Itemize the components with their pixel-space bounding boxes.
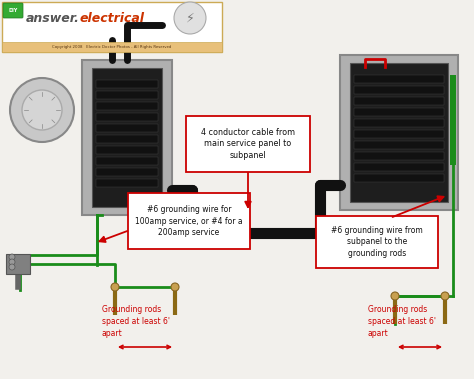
Bar (96, 135, 158, 143)
Bar (450, 75, 456, 165)
Text: answer.: answer. (26, 13, 80, 25)
Circle shape (9, 259, 15, 265)
FancyBboxPatch shape (2, 2, 222, 52)
Circle shape (22, 90, 62, 130)
Circle shape (9, 254, 15, 260)
Circle shape (171, 283, 179, 291)
Text: ⚡: ⚡ (186, 11, 194, 25)
Bar (354, 97, 444, 105)
Bar (96, 124, 158, 132)
FancyBboxPatch shape (316, 216, 438, 268)
Bar (354, 152, 444, 160)
Bar (96, 102, 158, 110)
Circle shape (391, 292, 399, 300)
Bar (92, 68, 162, 207)
Bar (6, 254, 30, 274)
FancyBboxPatch shape (186, 116, 310, 172)
Bar (354, 163, 444, 171)
FancyBboxPatch shape (128, 193, 250, 249)
Bar (96, 80, 158, 88)
Bar (340, 55, 458, 210)
Bar (354, 174, 444, 182)
Text: 4 conductor cable from
main service panel to
subpanel: 4 conductor cable from main service pane… (201, 128, 295, 160)
Bar (354, 141, 444, 149)
Text: Grounding rods
spaced at least 6'
apart: Grounding rods spaced at least 6' apart (368, 305, 436, 338)
Bar (2, 42, 222, 52)
Bar (96, 146, 158, 154)
Bar (354, 86, 444, 94)
Bar (96, 91, 158, 99)
Circle shape (174, 2, 206, 34)
Text: electrical: electrical (80, 13, 145, 25)
Circle shape (9, 264, 15, 270)
Bar (96, 113, 158, 121)
Bar (350, 63, 448, 202)
Bar (354, 130, 444, 138)
Bar (96, 179, 158, 187)
Circle shape (10, 78, 74, 142)
Text: #6 grounding wire from
subpanel to the
grounding rods: #6 grounding wire from subpanel to the g… (331, 226, 423, 258)
Circle shape (111, 283, 119, 291)
Bar (354, 108, 444, 116)
Bar (96, 168, 158, 176)
Bar (354, 119, 444, 127)
Text: Grounding rods
spaced at least 6'
apart: Grounding rods spaced at least 6' apart (102, 305, 170, 338)
Text: DIY: DIY (9, 8, 18, 13)
Text: Copyright 2008   Electric Doctor Photos - All Rights Reserved: Copyright 2008 Electric Doctor Photos - … (52, 45, 172, 49)
Text: #6 grounding wire for
100amp service, or #4 for a
200amp service: #6 grounding wire for 100amp service, or… (135, 205, 243, 237)
FancyBboxPatch shape (3, 3, 23, 18)
Circle shape (441, 292, 449, 300)
Bar (82, 60, 172, 215)
Bar (354, 75, 444, 83)
Bar (96, 157, 158, 165)
